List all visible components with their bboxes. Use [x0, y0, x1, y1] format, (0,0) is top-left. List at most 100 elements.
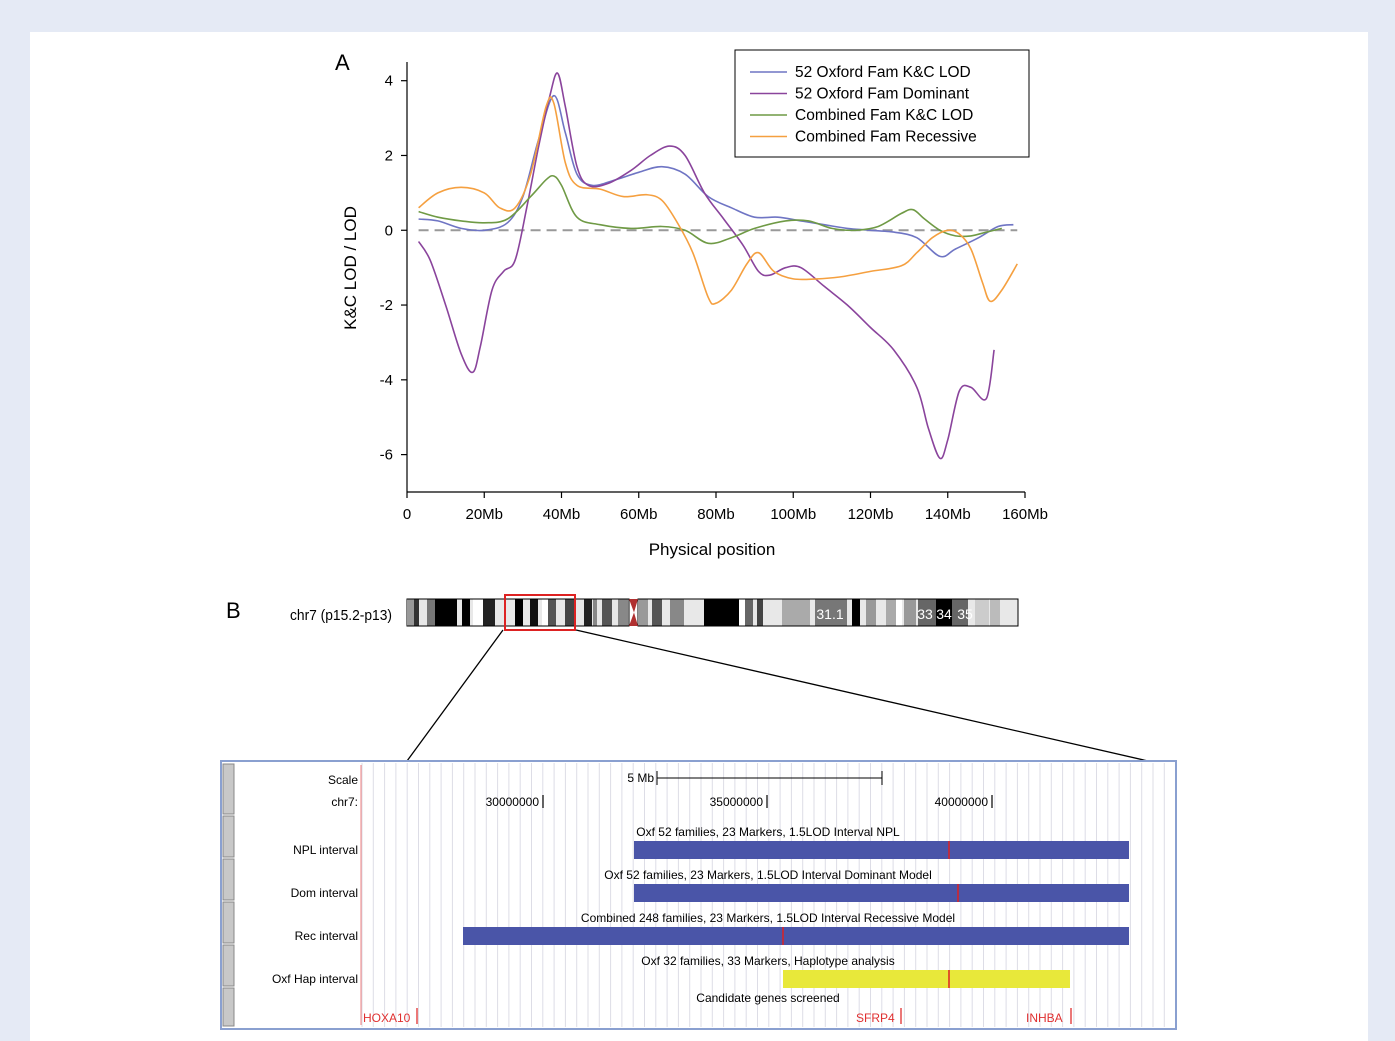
panel-a-label: A — [335, 50, 350, 75]
legend-entry: Combined Fam K&C LOD — [795, 107, 973, 124]
scale-label: Scale — [328, 773, 358, 787]
chromosome-band — [593, 599, 597, 626]
chromosome-band — [584, 599, 592, 626]
chromosome-band — [435, 599, 457, 626]
chart-axes: 4 2 0 -2 -4 -6 0 20Mb 40Mb 60Mb 80Mb 100Mb 120Mb 140M… — [380, 62, 1048, 523]
zoom-line-left — [406, 629, 504, 762]
track-title: Combined 248 families, 23 Markers, 1.5LO… — [581, 911, 955, 925]
x-tick-label: 80Mb — [697, 506, 735, 523]
y-axis-label: K&C LOD / LOD — [341, 206, 360, 330]
browser-side-buttons[interactable] — [222, 763, 235, 1027]
chromosome-p-arm — [406, 598, 630, 627]
chromosome-band — [407, 599, 414, 626]
chromosome-band — [652, 599, 662, 626]
coordinate-tick-label: 40000000 — [935, 795, 989, 809]
coordinate-ruler: 30000000 35000000 40000000 — [486, 795, 993, 809]
chromosome-band — [866, 599, 876, 626]
chromosome-band — [530, 599, 538, 626]
chr-label: chr7: — [331, 795, 358, 809]
candidate-title: Candidate genes screened — [696, 991, 839, 1005]
series-line-1 — [418, 94, 1014, 258]
chromosome-band — [886, 599, 896, 626]
chromosome-band — [483, 599, 495, 626]
chromosome-band — [670, 599, 684, 626]
chromosome-band — [473, 599, 483, 626]
x-tick-label: 0 — [403, 506, 411, 523]
chromosome-band — [427, 599, 435, 626]
legend-entry: 52 Oxford Fam Dominant — [795, 86, 970, 103]
chromosome-band — [904, 599, 916, 626]
chromosome-band — [462, 599, 470, 626]
track-side-button[interactable] — [222, 763, 235, 815]
legend-entry: Combined Fam Recessive — [795, 129, 977, 146]
y-tick-label: -4 — [380, 372, 393, 389]
track-side-button[interactable] — [222, 858, 235, 901]
track-side-button[interactable] — [222, 987, 235, 1027]
chromosome-ideogram: 31.1 33 34 35 — [406, 594, 1019, 631]
series-line-2 — [417, 72, 995, 460]
browser-tracks: NPL interval Oxf 52 families, 23 Markers,… — [272, 825, 1129, 988]
track-title: Oxf 32 families, 33 Markers, Haplotype a… — [641, 954, 894, 968]
y-tick-label: -6 — [380, 447, 393, 464]
chromosome-band — [739, 599, 745, 626]
interval-bar — [783, 970, 1070, 988]
y-tick-label: 4 — [385, 73, 393, 90]
chromosome-band — [548, 599, 556, 626]
candidate-genes: HOXA10 SFRP4 INHBA — [363, 1008, 1072, 1025]
x-tick-label: 120Mb — [848, 506, 894, 523]
x-tick-label: 60Mb — [620, 506, 658, 523]
chromosome-band — [936, 599, 952, 626]
chart-series — [417, 72, 1018, 460]
chromosome-band — [602, 599, 612, 626]
band-label: 34 — [936, 606, 952, 622]
chromosome-band — [414, 599, 419, 626]
chart-legend: 52 Oxford Fam K&C LOD 52 Oxford Fam Domin… — [734, 49, 1030, 158]
x-tick-label: 160Mb — [1002, 506, 1048, 523]
y-tick-label: 2 — [385, 147, 393, 164]
legend-entry: 52 Oxford Fam K&C LOD — [795, 64, 971, 81]
lod-chart: A 4 2 0 -2 -4 -6 0 20Mb 40Mb 60Mb 80Mb 100Mb 120Mb 14… — [335, 49, 1048, 559]
chromosome-band — [990, 599, 1000, 626]
track-side-button[interactable] — [222, 815, 235, 858]
track-label: NPL interval — [293, 843, 358, 857]
track-label: Rec interval — [295, 929, 358, 943]
x-axis-label: Physical position — [649, 540, 776, 559]
label-column — [235, 763, 361, 1027]
figure-panel: A 4 2 0 -2 -4 -6 0 20Mb 40Mb 60Mb 80Mb 100Mb 120Mb 14… — [30, 32, 1368, 1041]
y-tick-label: 0 — [385, 222, 393, 239]
track-side-button[interactable] — [222, 944, 235, 987]
series-line-4 — [418, 96, 1018, 305]
track-title: Oxf 52 families, 23 Markers, 1.5LOD Inte… — [604, 868, 931, 882]
track-title: Oxf 52 families, 23 Markers, 1.5LOD Inte… — [636, 825, 900, 839]
x-tick-label: 40Mb — [543, 506, 581, 523]
gene-label: INHBA — [1026, 1011, 1063, 1025]
chromosome-band — [975, 599, 989, 626]
interval-bar — [463, 927, 1129, 945]
x-tick-label: 100Mb — [770, 506, 816, 523]
gene-label: HOXA10 — [363, 1011, 411, 1025]
chromosome-band — [638, 599, 648, 626]
y-tick-label: -2 — [380, 297, 393, 314]
track-side-button[interactable] — [222, 901, 235, 944]
chromosome-band — [704, 599, 739, 626]
chromosome-band — [952, 599, 968, 626]
coordinate-tick-label: 30000000 — [486, 795, 540, 809]
chromosome-band — [515, 599, 523, 626]
band-label: 31.1 — [816, 606, 843, 622]
panel-b-label: B — [226, 598, 241, 623]
genome-browser[interactable]: Scale chr7: 5 Mb 30000000 35000000 4000000… — [220, 760, 1178, 1032]
coordinate-tick-label: 35000000 — [710, 795, 764, 809]
interval-bar — [634, 841, 1129, 859]
chromosome-band — [782, 599, 810, 626]
band-label: 35 — [957, 606, 973, 622]
legend-box — [734, 49, 1030, 158]
chromosome-label: chr7 (p15.2-p13) — [290, 608, 392, 625]
chromosome-band — [852, 599, 860, 626]
series-line-3 — [418, 174, 1002, 245]
gene-label: SFRP4 — [856, 1011, 895, 1025]
centromere — [629, 612, 638, 626]
x-tick-label: 140Mb — [925, 506, 971, 523]
chromosome-band — [757, 599, 763, 626]
band-label: 33 — [917, 606, 933, 622]
track-label: Oxf Hap interval — [272, 972, 358, 986]
